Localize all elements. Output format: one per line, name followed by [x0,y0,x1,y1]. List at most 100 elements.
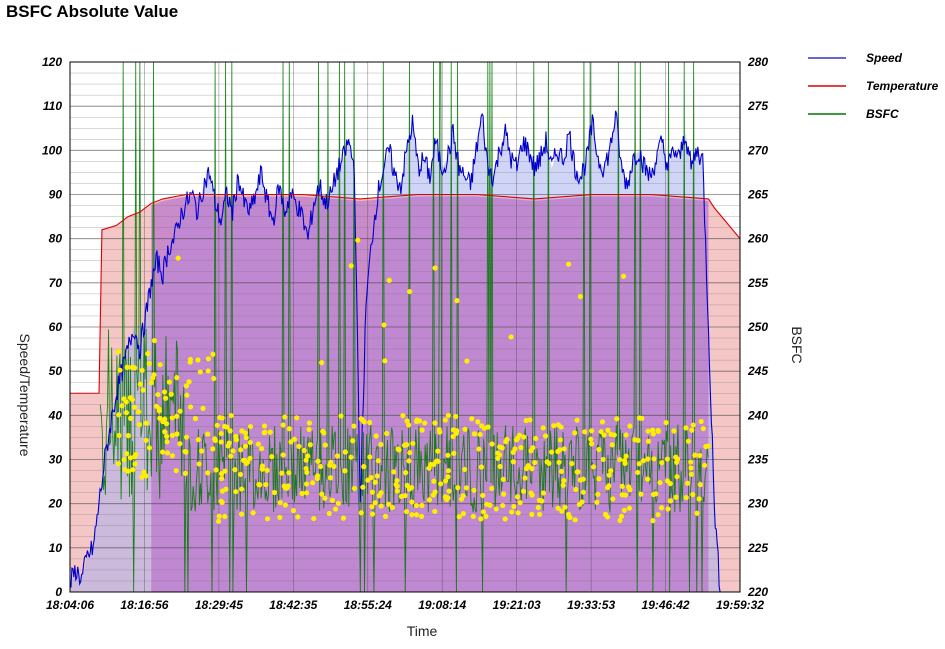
bsfc-point [326,510,332,517]
bsfc-point [430,492,436,498]
bsfc-point [442,417,448,423]
bsfc-point [282,502,288,508]
y-right-tick-label: 225 [747,541,768,555]
bsfc-point [327,475,334,481]
bsfc-point [698,418,704,425]
bsfc-point [664,456,670,462]
bsfc-point [296,443,302,449]
y-left-tick-label: 20 [48,497,63,511]
bsfc-point [340,515,347,521]
bsfc-point [218,471,225,477]
bsfc-point [186,379,192,385]
bsfc-point [432,265,438,271]
x-tick-label: 19:59:32 [716,598,764,612]
bsfc-point [155,391,161,398]
bsfc-point [128,415,134,421]
bsfc-point [160,418,166,425]
bsfc-point [632,437,638,443]
bsfc-point [378,441,384,448]
bsfc-point [146,445,153,451]
y-right-axis-title: BSFC [789,326,805,363]
bsfc-point [562,504,568,510]
bsfc-point [445,468,452,474]
bsfc-point [238,447,244,453]
y-right-tick-label: 270 [747,143,768,157]
bsfc-point [529,492,535,498]
bsfc-point [151,337,158,344]
x-tick-label: 18:04:06 [46,598,94,612]
bsfc-point [205,431,211,437]
bsfc-point [697,482,703,488]
bsfc-point [123,399,129,405]
bsfc-point [404,418,410,424]
bsfc-point [378,490,384,496]
bsfc-point [572,517,578,523]
bsfc-point [536,511,543,517]
bsfc-point [650,491,657,498]
bsfc-point [530,445,536,451]
bsfc-point [667,498,674,504]
bsfc-point [636,415,643,421]
bsfc-point [443,478,449,484]
bsfc-point [665,506,671,512]
bsfc-point [569,460,575,467]
bsfc-point [444,496,450,503]
bsfc-point [540,490,547,496]
bsfc-point [263,481,269,488]
bsfc-point [536,497,542,503]
bsfc-point [404,442,410,448]
bsfc-point [175,255,181,261]
x-tick-label: 19:46:42 [642,598,690,612]
bsfc-point [403,508,410,515]
bsfc-point [574,417,580,423]
bsfc-point [127,455,134,461]
bsfc-point [517,500,523,506]
bsfc-point [497,444,503,450]
bsfc-point [463,485,470,491]
bsfc-point [572,430,578,436]
bsfc-point [360,484,366,490]
bsfc-point [121,457,127,463]
bsfc-point [117,367,123,373]
bsfc-point [573,486,579,493]
bsfc-point [195,437,201,443]
bsfc-point [521,434,527,440]
bsfc-point [621,507,627,513]
x-tick-label: 19:21:03 [493,598,541,612]
bsfc-point [546,460,552,466]
bsfc-point [361,419,367,425]
bsfc-point [479,423,485,429]
bsfc-point [242,457,248,464]
bsfc-point [520,488,527,494]
bsfc-point [286,470,292,476]
bsfc-point [684,480,691,486]
bsfc-point [221,423,228,429]
bsfc-point [683,425,689,431]
bsfc-point [259,466,265,472]
bsfc-point [262,429,268,435]
bsfc-point [667,481,673,487]
bsfc-point [303,481,310,487]
bsfc-point [394,488,400,494]
bsfc-point [574,469,580,475]
bsfc-point [445,452,451,458]
bsfc-point [358,510,364,516]
bsfc-point [124,364,130,370]
bsfc-point [600,456,606,463]
bsfc-point [256,481,262,488]
bsfc-point [617,456,623,463]
bsfc-point [373,433,379,439]
bsfc-point [267,429,273,435]
bsfc-point [157,415,163,421]
bsfc-point [116,432,122,439]
bsfc-point [478,516,484,522]
bsfc-point [495,455,501,461]
bsfc-point [177,441,183,447]
bsfc-point [338,413,344,419]
bsfc-point [279,470,285,476]
bsfc-point [419,427,425,433]
y-right-tick-label: 245 [747,364,768,378]
bsfc-point [561,477,567,484]
bsfc-point [205,368,211,374]
bsfc-point [258,445,265,452]
